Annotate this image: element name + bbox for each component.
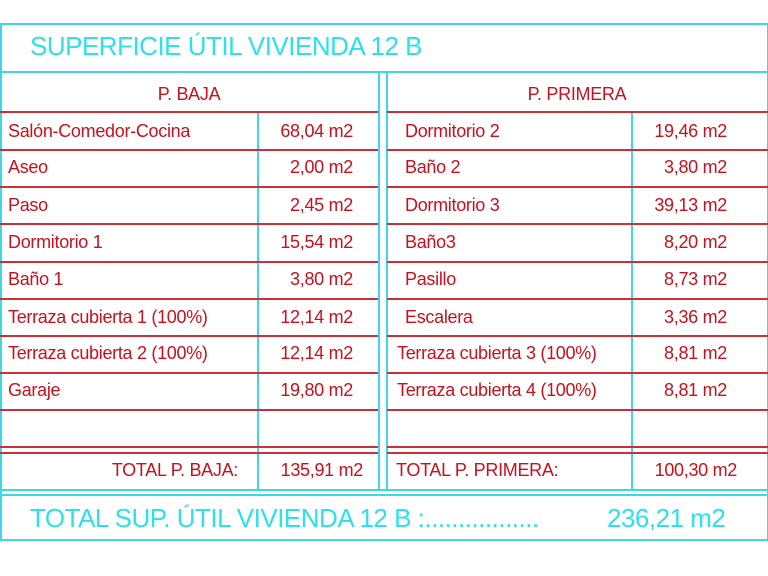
room-name: Escalera [405, 307, 473, 327]
grand-total-value: 236,21 m2 [607, 503, 726, 533]
row-divider [387, 409, 768, 411]
room-area: 8,81 m2 [664, 343, 727, 363]
left-total-value: 135,91 m2 [280, 460, 364, 480]
row-divider [0, 409, 378, 411]
room-area: 68,04 m2 [280, 121, 353, 141]
row-divider [0, 261, 378, 263]
room-name: Baño 1 [8, 269, 64, 289]
row-divider [387, 335, 768, 337]
row-divider [0, 223, 378, 225]
column-divider [386, 71, 388, 489]
room-name: Pasillo [405, 269, 456, 289]
row-divider [387, 186, 768, 188]
row-divider [0, 298, 378, 300]
left-header: P. BAJA [157, 84, 221, 104]
room-area: 8,81 m2 [664, 380, 727, 400]
right-total-value: 100,30 m2 [654, 460, 738, 480]
frame-line [0, 494, 768, 496]
row-divider [387, 446, 768, 448]
row-divider [0, 452, 378, 454]
row-divider [0, 335, 378, 337]
column-divider [631, 111, 633, 489]
right-header: P. PRIMERA [527, 84, 627, 104]
frame-line [0, 71, 768, 73]
row-divider [0, 186, 378, 188]
frame-line [0, 23, 768, 25]
grand-total-label: TOTAL SUP. ÚTIL VIVIENDA 12 B :.........… [30, 503, 539, 533]
row-divider [387, 261, 768, 263]
room-area: 12,14 m2 [280, 343, 353, 363]
room-area: 8,20 m2 [664, 232, 727, 252]
table-title: SUPERFICIE ÚTIL VIVIENDA 12 B [30, 31, 423, 61]
frame-line [0, 489, 768, 491]
row-divider [387, 372, 768, 374]
room-name: Baño3 [405, 232, 456, 252]
row-divider [0, 149, 378, 151]
frame-line [0, 539, 768, 541]
room-area: 19,46 m2 [654, 121, 727, 141]
room-name: Aseo [8, 157, 48, 177]
room-name: Terraza cubierta 2 (100%) [8, 343, 208, 363]
column-divider [257, 111, 259, 489]
room-name: Terraza cubierta 1 (100%) [8, 307, 208, 327]
row-divider [0, 372, 378, 374]
row-divider [387, 452, 768, 454]
room-area: 39,13 m2 [654, 195, 727, 215]
row-divider [387, 223, 768, 225]
row-divider [0, 446, 378, 448]
column-divider [378, 71, 380, 489]
room-area: 3,80 m2 [290, 269, 353, 289]
room-name: Dormitorio 2 [405, 121, 500, 141]
room-area: 12,14 m2 [280, 307, 353, 327]
row-divider [387, 111, 768, 113]
room-area: 15,54 m2 [280, 232, 353, 252]
room-name: Paso [8, 195, 48, 215]
room-name: Terraza cubierta 3 (100%) [397, 343, 597, 363]
room-area: 8,73 m2 [664, 269, 727, 289]
room-area: 3,36 m2 [664, 307, 727, 327]
room-area: 2,00 m2 [290, 157, 353, 177]
room-name: Garaje [8, 380, 61, 400]
left-total-label: TOTAL P. BAJA: [111, 460, 238, 480]
right-total-label: TOTAL P. PRIMERA: [396, 460, 559, 480]
room-area: 3,80 m2 [664, 157, 727, 177]
room-name: Dormitorio 1 [8, 232, 103, 252]
row-divider [387, 149, 768, 151]
room-name: Terraza cubierta 4 (100%) [397, 380, 597, 400]
row-divider [387, 298, 768, 300]
room-area: 2,45 m2 [290, 195, 353, 215]
column-divider [0, 23, 2, 539]
room-name: Baño 2 [405, 157, 461, 177]
room-name: Salón-Comedor-Cocina [8, 121, 191, 141]
row-divider [0, 111, 378, 113]
room-area: 19,80 m2 [280, 380, 353, 400]
room-name: Dormitorio 3 [405, 195, 500, 215]
